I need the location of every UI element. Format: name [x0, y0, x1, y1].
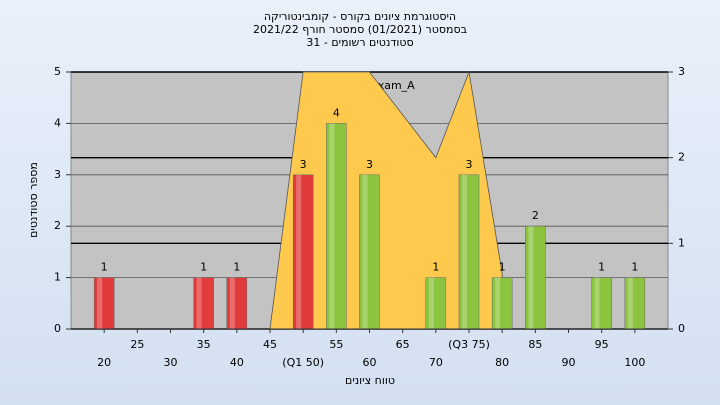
data-label: 1 [598, 261, 605, 274]
data-label: 1 [432, 261, 439, 274]
data-label: 1 [233, 261, 240, 274]
bar-highlight [196, 277, 202, 329]
x-tick-label: 35 [197, 338, 211, 351]
bar-highlight [495, 277, 501, 329]
x-tick-label: 100 [624, 356, 645, 369]
data-label: 3 [300, 158, 307, 171]
bar-highlight [528, 226, 534, 329]
chart-title: היסטוגרמת ציונים בקורס - קומבינטוריקה [264, 10, 456, 23]
bar-highlight [428, 277, 434, 329]
x-tick-label: 85 [528, 338, 542, 351]
x-tick-label: (Q1 50) [282, 356, 324, 369]
bar-highlight [329, 123, 335, 330]
y-tick-label: 3 [54, 168, 61, 181]
y-tick-label: 5 [54, 65, 61, 78]
x-tick-label: 30 [164, 356, 178, 369]
data-label: 2 [532, 209, 539, 222]
y-tick-label: 2 [54, 219, 61, 232]
data-label: 4 [333, 106, 340, 119]
x-tick-label: 70 [429, 356, 443, 369]
x-tick-label: (Q3 75) [448, 338, 490, 351]
bar-highlight [627, 277, 633, 329]
y2-tick-label: 1 [678, 236, 685, 249]
y2-tick-label: 3 [678, 65, 685, 78]
y2-tick-label: 0 [678, 322, 685, 335]
data-label: 1 [499, 261, 506, 274]
bar-highlight [97, 277, 103, 329]
data-label: 1 [200, 261, 207, 274]
bar-highlight [594, 277, 600, 329]
x-tick-label: 80 [495, 356, 509, 369]
y-tick-label: 0 [54, 322, 61, 335]
bar-highlight [462, 174, 467, 329]
y-tick-label: 4 [54, 116, 61, 129]
chart-subtitle: סטודנטים רשומים - 31 [306, 36, 413, 49]
x-tick-label: 60 [363, 356, 377, 369]
y2-tick-label: 2 [678, 151, 685, 164]
data-label: 3 [366, 158, 373, 171]
data-label: 1 [631, 261, 638, 274]
x-tick-label: 40 [230, 356, 244, 369]
bar-highlight [296, 174, 302, 329]
x-tick-label: 90 [562, 356, 576, 369]
x-tick-label: 65 [396, 338, 410, 351]
x-tick-label: 55 [329, 338, 343, 351]
bar-highlight [362, 174, 368, 329]
x-axis-label: טווח ציונים [345, 374, 395, 387]
y-tick-label: 1 [54, 271, 61, 284]
x-tick-label: 25 [130, 338, 144, 351]
data-label: 3 [466, 158, 473, 171]
data-label: 1 [101, 261, 108, 274]
bar-highlight [229, 277, 235, 329]
chart-subtitle: בסמסטר (01/2021) סמסטר חורף 2021/22 [253, 23, 467, 36]
x-tick-label: 20 [97, 356, 111, 369]
x-tick-label: 95 [595, 338, 609, 351]
y-axis-label: מספר סטודנטים [27, 162, 40, 238]
x-tick-label: 45 [263, 338, 277, 351]
